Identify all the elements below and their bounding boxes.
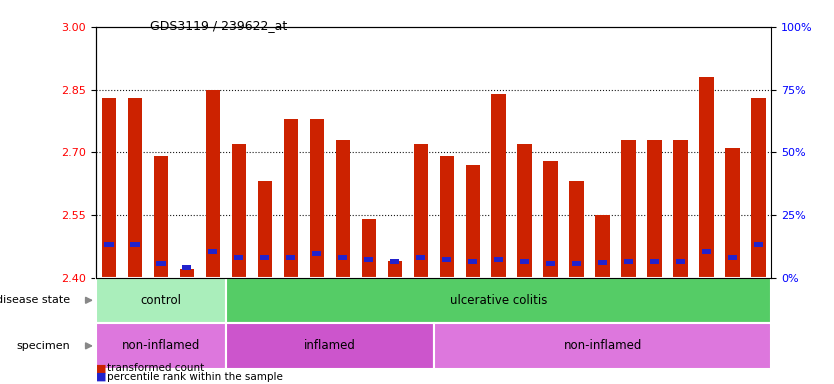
Bar [702,249,711,254]
Bar [751,98,766,278]
Text: disease state: disease state [0,295,70,305]
Bar [728,255,737,260]
Text: percentile rank within the sample: percentile rank within the sample [107,372,283,382]
Text: ■: ■ [96,363,107,373]
Bar [570,181,584,278]
Text: transformed count: transformed count [107,363,204,373]
Bar [624,259,633,264]
Bar [468,259,477,264]
Bar [128,98,142,278]
Bar [96,323,226,369]
Bar [364,257,374,262]
Bar [414,144,428,278]
Text: GDS3119 / 239622_at: GDS3119 / 239622_at [150,19,288,32]
Bar [546,261,555,266]
Bar [104,242,113,247]
Text: control: control [140,294,181,307]
Bar [390,259,399,264]
Bar [572,261,581,266]
Bar [102,98,116,278]
Bar [647,140,661,278]
Text: non-inflamed: non-inflamed [564,339,641,353]
Bar [226,323,434,369]
Bar [130,242,139,247]
Bar [598,260,607,265]
Bar [442,257,451,262]
Bar [182,265,192,270]
Bar [416,255,425,260]
Bar [621,140,636,278]
Bar [96,278,226,323]
Bar [362,219,376,278]
Bar [284,119,298,278]
Bar [335,140,350,278]
Bar [206,89,220,278]
Bar [465,165,480,278]
Bar [312,251,321,256]
Bar [673,140,688,278]
Text: non-inflamed: non-inflamed [122,339,200,353]
Bar [258,181,272,278]
Bar [754,242,763,247]
Bar [726,148,740,278]
Bar [434,323,771,369]
Text: ulcerative colitis: ulcerative colitis [450,294,547,307]
Bar [234,255,244,260]
Bar [309,119,324,278]
Text: specimen: specimen [16,341,70,351]
Bar [595,215,610,278]
Bar [388,261,402,278]
Bar [676,259,686,264]
Bar [232,144,246,278]
Bar [544,161,558,278]
Bar [153,156,168,278]
Bar [226,278,771,323]
Bar [286,255,295,260]
Bar [156,261,165,266]
Text: ■: ■ [96,372,107,382]
Bar [491,94,505,278]
Bar [338,255,348,260]
Bar [179,269,194,278]
Bar [700,77,714,278]
Text: inflamed: inflamed [304,339,355,353]
Bar [440,156,454,278]
Bar [650,259,659,264]
Bar [260,255,269,260]
Bar [494,257,503,262]
Bar [520,259,530,264]
Bar [517,144,532,278]
Bar [208,249,218,254]
